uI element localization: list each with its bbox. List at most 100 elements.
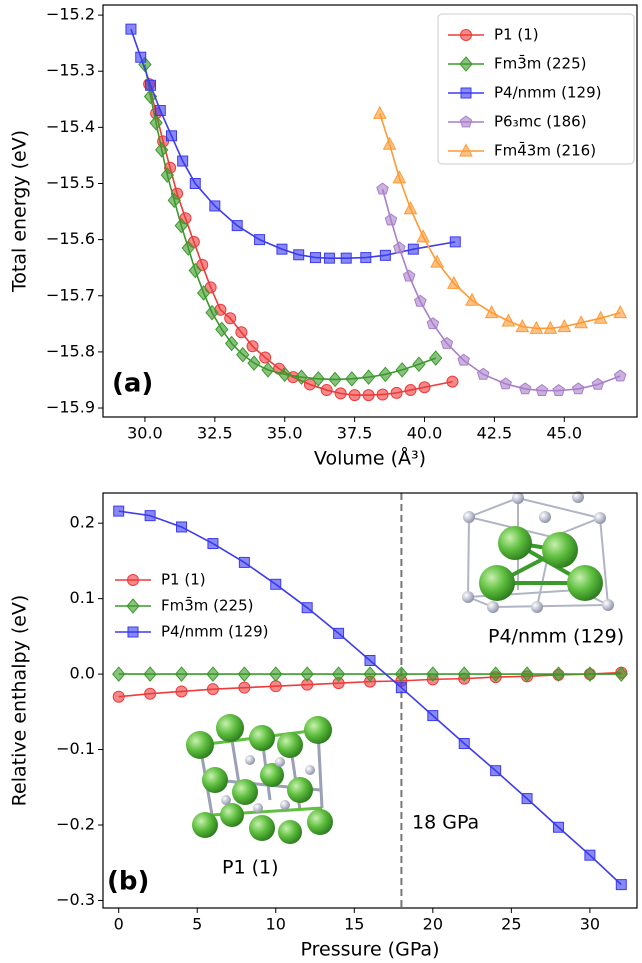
y-tick-label: −15.4 xyxy=(46,117,95,136)
data-point xyxy=(430,254,444,268)
data-point xyxy=(521,793,533,805)
data-point xyxy=(278,366,292,383)
legend-label: P1 (1) xyxy=(161,571,206,589)
data-point xyxy=(174,666,189,682)
data-point xyxy=(340,252,352,264)
data-point xyxy=(543,320,558,334)
legend-marker xyxy=(459,115,473,128)
data-point xyxy=(376,182,389,195)
x-tick-label: 40.0 xyxy=(407,424,443,443)
annotation: P4/nmm (129) xyxy=(488,626,624,648)
data-point xyxy=(403,201,418,215)
inset-p1 xyxy=(186,714,333,844)
data-point xyxy=(363,666,377,682)
legend-label: P1 (1) xyxy=(494,26,539,44)
data-point xyxy=(154,105,166,117)
data-point xyxy=(574,315,588,329)
data-point xyxy=(376,388,389,401)
series-line xyxy=(381,188,621,392)
data-point xyxy=(259,351,272,364)
data-point xyxy=(362,389,375,402)
data-point xyxy=(334,387,347,400)
data-point xyxy=(196,285,211,301)
data-point xyxy=(261,362,275,378)
data-point xyxy=(412,356,426,373)
data-point xyxy=(392,170,407,184)
data-point xyxy=(206,683,219,696)
data-point xyxy=(269,666,283,682)
data-point xyxy=(593,310,608,324)
x-tick-label: 30 xyxy=(580,915,600,934)
data-point xyxy=(613,305,628,319)
data-point xyxy=(270,578,282,590)
data-point xyxy=(416,229,430,243)
data-point xyxy=(112,690,125,703)
data-point xyxy=(490,765,502,777)
data-point xyxy=(551,666,566,682)
data-point xyxy=(175,685,188,698)
y-tick-label: −15.9 xyxy=(46,398,95,417)
data-point xyxy=(395,682,407,694)
y-tick-label: −15.8 xyxy=(46,341,95,360)
data-point xyxy=(402,269,416,282)
data-point xyxy=(238,556,250,568)
data-point xyxy=(155,142,169,158)
data-point xyxy=(224,312,237,325)
data-point xyxy=(143,666,157,682)
annotation: 18 GPa xyxy=(412,812,479,834)
data-point xyxy=(125,23,137,35)
data-point xyxy=(165,130,177,142)
data-point xyxy=(135,51,147,63)
x-axis-title: Pressure (GPa) xyxy=(301,939,440,961)
data-point xyxy=(246,340,259,353)
data-point xyxy=(488,666,503,682)
legend-marker xyxy=(459,56,473,72)
data-point xyxy=(206,666,220,682)
legend-box xyxy=(437,13,635,165)
data-point xyxy=(591,377,605,390)
data-point xyxy=(378,366,393,383)
data-point xyxy=(320,384,333,397)
data-point xyxy=(311,371,325,387)
data-point xyxy=(515,319,530,333)
data-point xyxy=(465,292,479,306)
data-point xyxy=(328,371,342,388)
legend-label: Fm3̄m (225) xyxy=(494,54,587,73)
x-tick-label: 32.5 xyxy=(197,424,233,443)
data-point xyxy=(348,389,361,402)
annotation: (b) xyxy=(107,867,149,897)
data-point xyxy=(414,294,427,307)
y-tick-label: −15.3 xyxy=(46,61,95,80)
data-point xyxy=(535,384,549,396)
data-point xyxy=(331,666,346,682)
data-point xyxy=(458,738,470,750)
plot-frame xyxy=(102,492,638,909)
data-point xyxy=(113,505,125,517)
data-point xyxy=(484,305,499,319)
data-point xyxy=(557,319,572,333)
data-point xyxy=(427,710,439,722)
x-tick-label: 20 xyxy=(423,915,443,934)
data-point xyxy=(449,236,461,248)
x-axis-title: Volume (Å³) xyxy=(314,447,426,470)
data-point xyxy=(160,167,174,183)
data-point xyxy=(529,320,544,334)
x-tick-label: 15 xyxy=(344,915,364,934)
y-tick-label: −15.2 xyxy=(46,5,95,24)
data-point xyxy=(189,177,201,189)
data-point xyxy=(309,252,321,264)
data-point xyxy=(426,317,440,330)
data-point xyxy=(294,369,309,385)
y-tick-label: −0.2 xyxy=(56,815,95,834)
data-point xyxy=(167,192,181,209)
data-point xyxy=(235,326,248,339)
x-tick-label: 5 xyxy=(192,915,202,934)
legend-marker xyxy=(127,626,139,638)
x-tick-label: 35.0 xyxy=(267,424,303,443)
data-point xyxy=(231,220,243,232)
legend-label: P4/nmm (129) xyxy=(494,84,601,102)
y-tick-label: −0.1 xyxy=(56,739,95,758)
y-tick-label: 0.0 xyxy=(70,664,95,683)
data-point xyxy=(613,369,627,382)
data-point xyxy=(446,375,459,388)
